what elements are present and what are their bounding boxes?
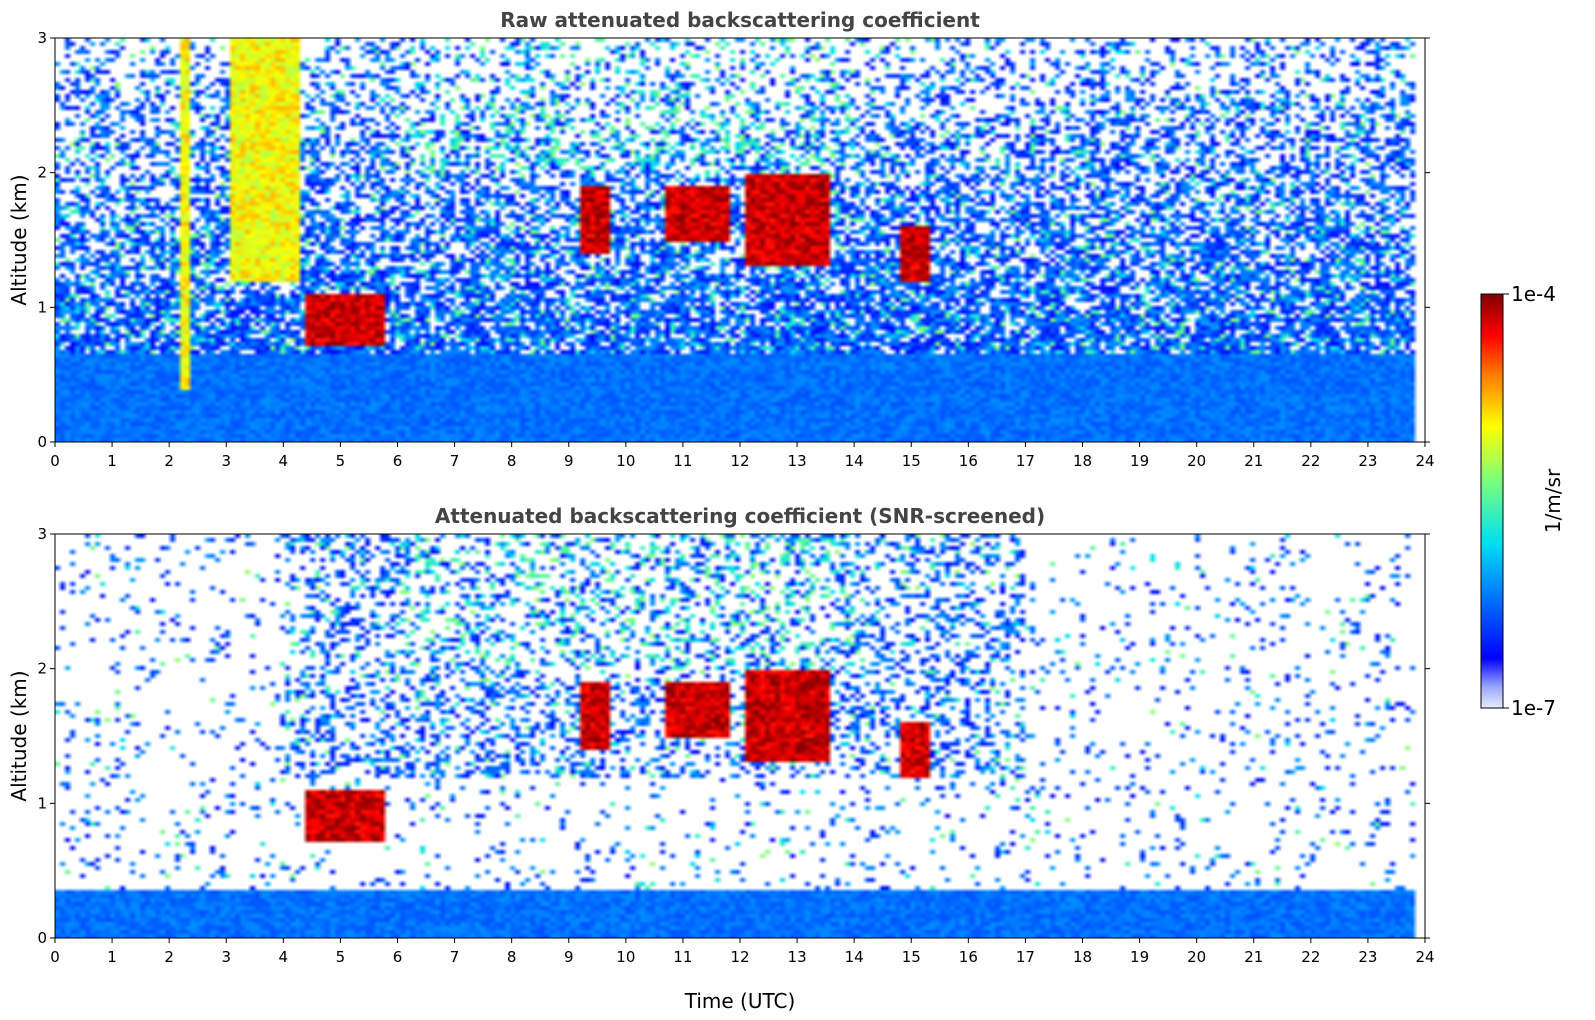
x-tick-label: 6: [393, 452, 403, 470]
x-tick-label: 14: [845, 452, 864, 470]
x-tick-label: 3: [221, 452, 231, 470]
x-ticks: 0 1 2 3 4 5 6 7 8 9 10 11 12 13 14 15 16 17 18 19 20 21 22 23 24: [50, 442, 1435, 470]
x-tick-label: 22: [1301, 948, 1320, 966]
x-tick-label: 2: [164, 452, 174, 470]
colorbar: 1e-4 1e-7 1/m/sr: [1480, 282, 1565, 720]
x-tick-label: 21: [1244, 452, 1263, 470]
colorbar-gradient: [1480, 293, 1504, 709]
x-tick-label: 24: [1415, 452, 1434, 470]
x-tick-label: 23: [1358, 948, 1377, 966]
x-tick-label: 1: [107, 948, 117, 966]
bottom-panel: Attenuated backscattering coefficient (S…: [7, 504, 1435, 1013]
x-tick-label: 13: [788, 452, 807, 470]
x-tick-label: 5: [336, 452, 346, 470]
x-tick-label: 17: [1016, 948, 1035, 966]
heatmap-area: [54, 37, 1426, 443]
y-tick-label: 3: [37, 525, 47, 543]
x-tick-label: 9: [564, 452, 574, 470]
x-tick-label: 14: [845, 948, 864, 966]
y-tick-label: 3: [37, 29, 47, 47]
x-tick-label: 16: [959, 948, 978, 966]
x-tick-label: 5: [336, 948, 346, 966]
x-tick-label: 16: [959, 452, 978, 470]
y-tick-label: 2: [37, 660, 47, 678]
x-tick-label: 2: [164, 948, 174, 966]
x-tick-label: 22: [1301, 452, 1320, 470]
colorbar-max-label: 1e-4: [1511, 282, 1556, 306]
x-tick-label: 19: [1130, 452, 1149, 470]
x-tick-label: 8: [507, 948, 517, 966]
x-tick-label: 12: [730, 452, 749, 470]
x-axis-label: Time (UTC): [684, 989, 796, 1013]
y-axis-label: Altitude (km): [7, 670, 31, 801]
x-tick-label: 6: [393, 948, 403, 966]
x-tick-label: 4: [279, 452, 289, 470]
x-tick-label: 12: [730, 948, 749, 966]
x-tick-label: 19: [1130, 948, 1149, 966]
x-tick-label: 4: [279, 948, 289, 966]
x-tick-label: 20: [1187, 948, 1206, 966]
x-tick-label: 0: [50, 948, 60, 966]
chart-title: Raw attenuated backscattering coefficien…: [500, 8, 980, 32]
x-tick-label: 24: [1415, 948, 1434, 966]
x-tick-label: 18: [1073, 452, 1092, 470]
x-tick-label: 11: [673, 452, 692, 470]
x-tick-label: 10: [616, 948, 635, 966]
heatmap-image: [55, 534, 1425, 938]
x-ticks: 0 1 2 3 4 5 6 7 8 9 10 11 12 13 14 15 16 17 18 19 20 21 22 23 24: [50, 938, 1435, 966]
x-tick-label: 11: [673, 948, 692, 966]
x-tick-label: 18: [1073, 948, 1092, 966]
x-tick-label: 3: [221, 948, 231, 966]
x-tick-label: 7: [450, 948, 460, 966]
y-tick-label: 2: [37, 164, 47, 182]
y-ticks: 0 1 2 3: [37, 525, 1430, 947]
y-tick-label: 1: [37, 794, 47, 812]
x-tick-label: 15: [902, 948, 921, 966]
x-tick-label: 10: [616, 452, 635, 470]
y-ticks: 0 1 2 3: [37, 29, 1430, 451]
x-tick-label: 1: [107, 452, 117, 470]
x-tick-label: 0: [50, 452, 60, 470]
colorbar-label: 1/m/sr: [1541, 468, 1565, 533]
y-tick-label: 0: [37, 433, 47, 451]
x-tick-label: 13: [788, 948, 807, 966]
x-tick-label: 23: [1358, 452, 1377, 470]
x-tick-label: 17: [1016, 452, 1035, 470]
x-tick-label: 20: [1187, 452, 1206, 470]
y-axis-label: Altitude (km): [7, 174, 31, 305]
x-tick-label: 9: [564, 948, 574, 966]
y-tick-label: 1: [37, 298, 47, 316]
y-tick-label: 0: [37, 929, 47, 947]
chart-title: Attenuated backscattering coefficient (S…: [435, 504, 1045, 528]
colorbar-min-label: 1e-7: [1511, 696, 1556, 720]
x-tick-label: 15: [902, 452, 921, 470]
heatmap-image: [55, 38, 1425, 442]
x-tick-label: 21: [1244, 948, 1263, 966]
top-panel: Raw attenuated backscattering coefficien…: [7, 8, 1435, 470]
heatmap-area: [54, 533, 1426, 939]
x-tick-label: 8: [507, 452, 517, 470]
x-tick-label: 7: [450, 452, 460, 470]
